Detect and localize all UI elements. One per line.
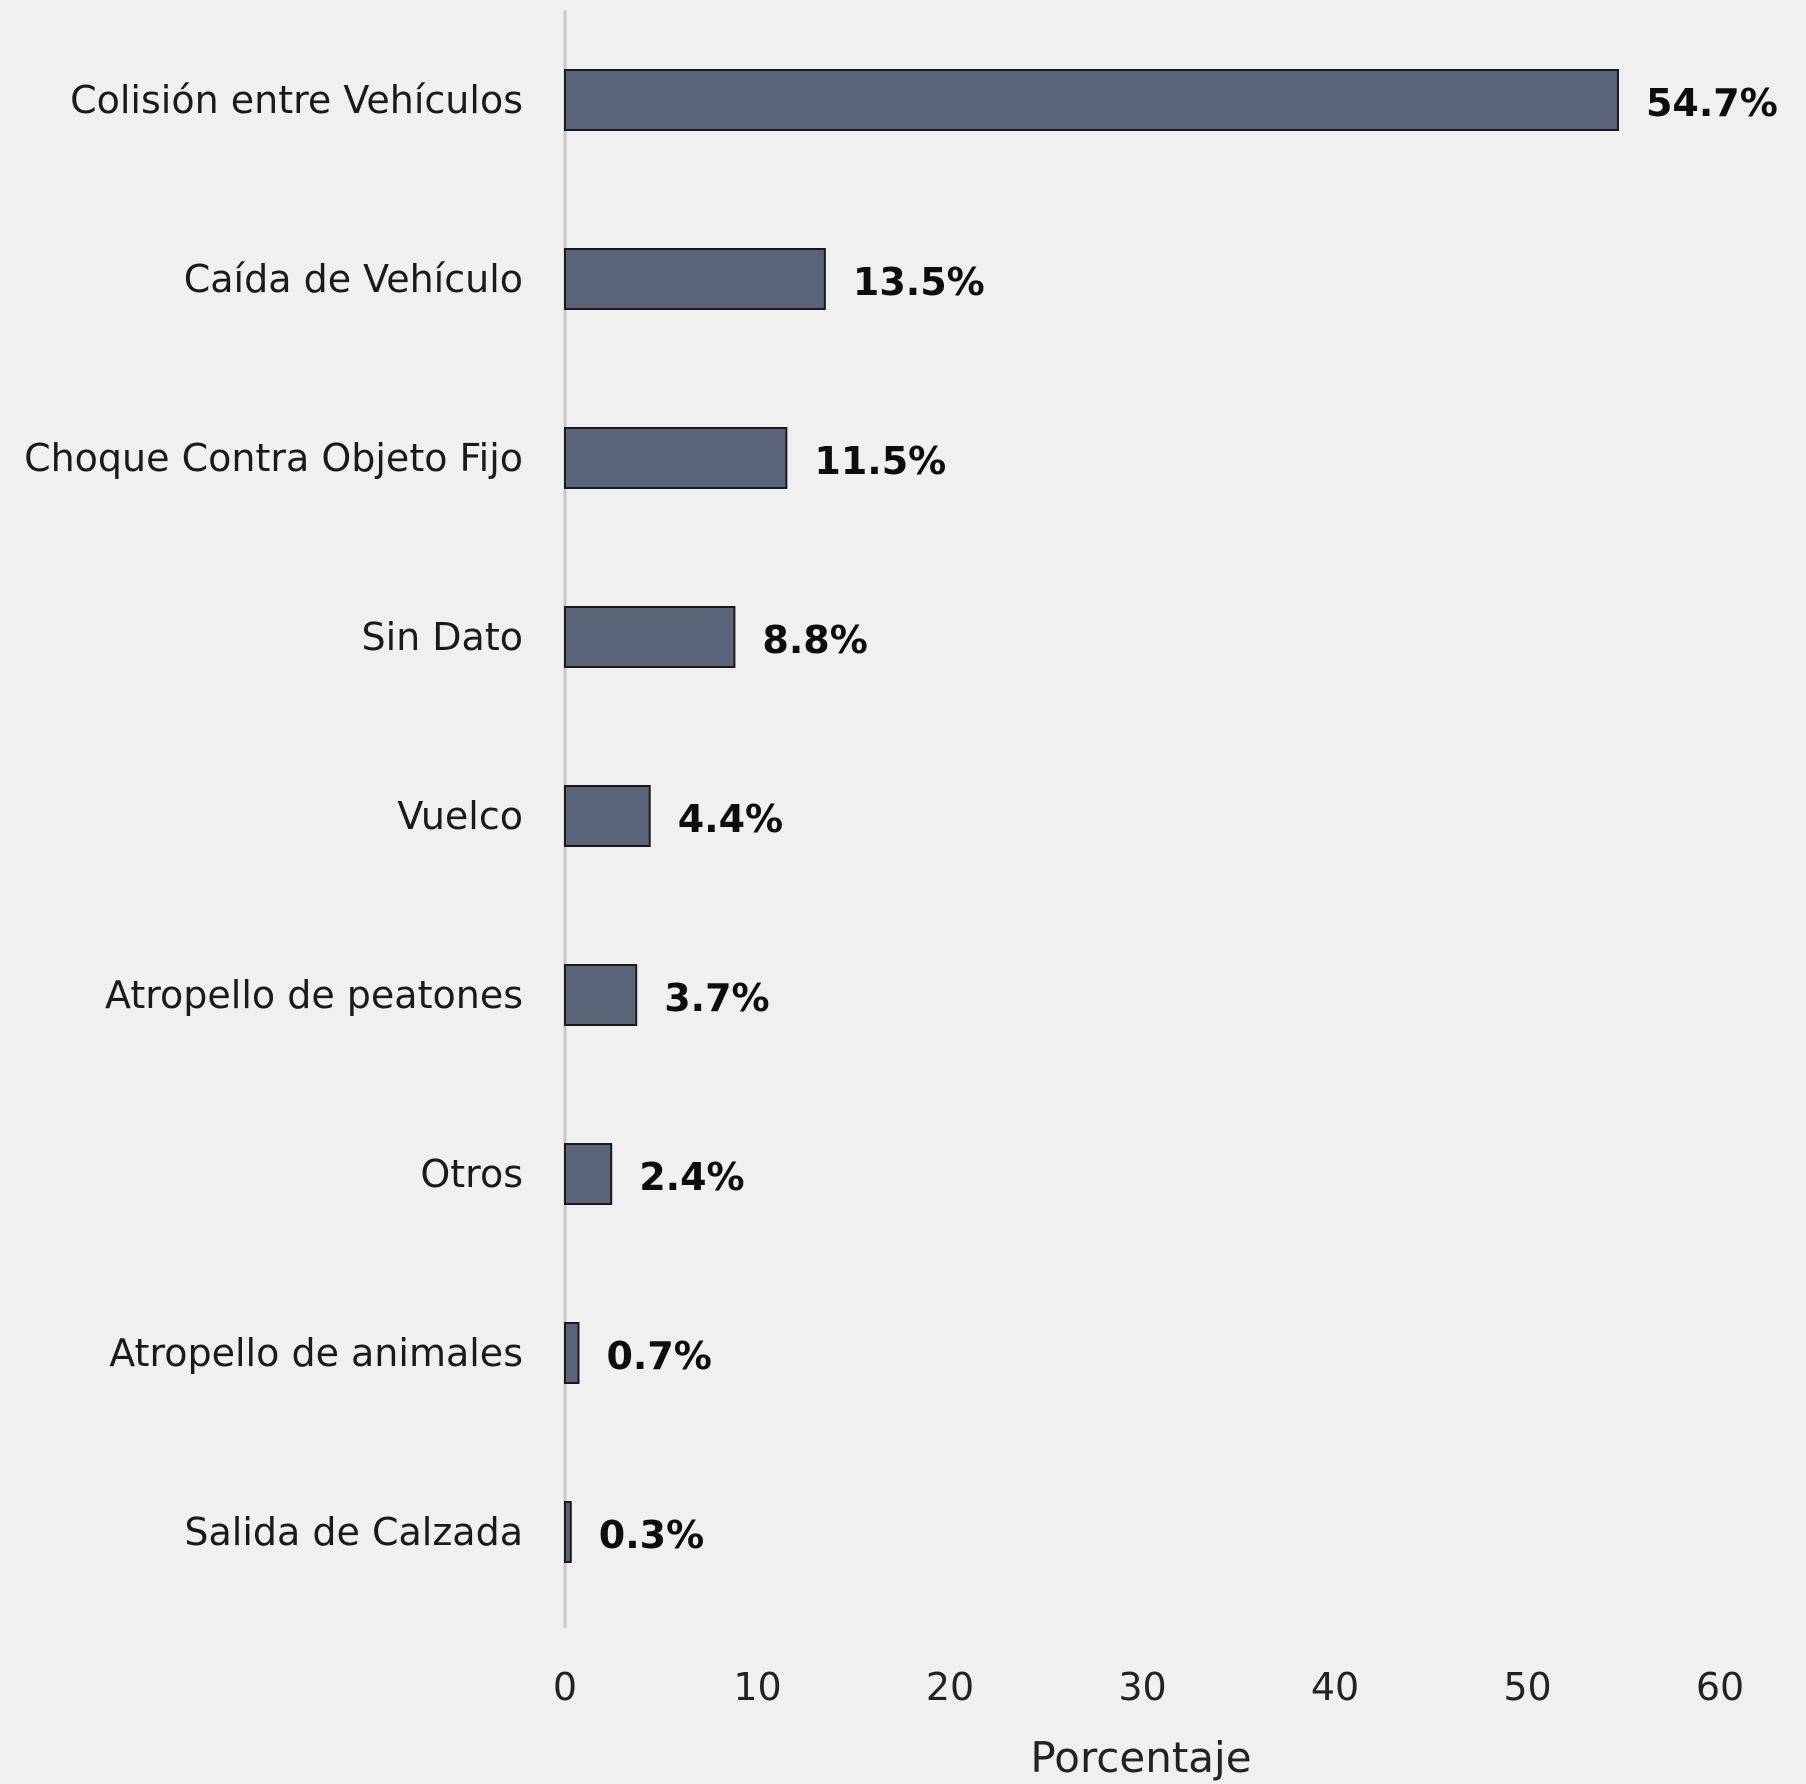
- bar-1: [564, 248, 826, 310]
- x-tick-label-3: 30: [1118, 1665, 1166, 1709]
- category-labels-group: Colisión entre Vehículos Caída de Vehícul…: [24, 78, 523, 1554]
- value-label-3: 8.8%: [762, 618, 867, 662]
- category-label-7: Atropello de animales: [109, 1331, 523, 1375]
- category-label-1: Caída de Vehículo: [184, 257, 523, 301]
- bar-6: [564, 1143, 613, 1205]
- x-axis-title: Porcentaje: [1030, 1733, 1251, 1782]
- bar-5: [564, 964, 638, 1026]
- x-tick-label-6: 60: [1696, 1665, 1744, 1709]
- category-label-3: Sin Dato: [361, 615, 523, 659]
- value-label-2: 11.5%: [814, 439, 946, 483]
- value-label-1: 13.5%: [853, 260, 985, 304]
- value-label-0: 54.7%: [1646, 81, 1778, 125]
- bar-2: [564, 427, 788, 489]
- bar-4: [564, 785, 651, 847]
- x-tick-labels-group: 0 10 20 30 40 50 60: [553, 1665, 1744, 1709]
- x-tick-label-1: 10: [733, 1665, 781, 1709]
- category-label-0: Colisión entre Vehículos: [70, 78, 523, 122]
- x-tick-label-4: 40: [1311, 1665, 1359, 1709]
- value-label-8: 0.3%: [599, 1513, 704, 1557]
- category-label-8: Salida de Calzada: [184, 1510, 523, 1554]
- category-label-5: Atropello de peatones: [105, 973, 523, 1017]
- value-label-6: 2.4%: [639, 1155, 744, 1199]
- category-label-2: Choque Contra Objeto Fijo: [24, 436, 523, 480]
- bar-3: [564, 606, 736, 668]
- value-label-5: 3.7%: [664, 976, 769, 1020]
- value-label-4: 4.4%: [678, 797, 783, 841]
- x-tick-label-2: 20: [926, 1665, 974, 1709]
- value-labels-group: 54.7% 13.5% 11.5% 8.8% 4.4% 3.7% 2.4% 0.7% 0.3%: [599, 81, 1778, 1557]
- x-tick-label-0: 0: [553, 1665, 577, 1709]
- bar-7: [564, 1322, 580, 1384]
- category-label-6: Otros: [420, 1152, 523, 1196]
- bar-0: [564, 69, 1619, 131]
- bars-group: [564, 69, 1619, 1563]
- value-label-7: 0.7%: [606, 1334, 711, 1378]
- category-label-4: Vuelco: [397, 794, 523, 838]
- bar-8: [564, 1501, 572, 1563]
- x-tick-label-5: 50: [1503, 1665, 1551, 1709]
